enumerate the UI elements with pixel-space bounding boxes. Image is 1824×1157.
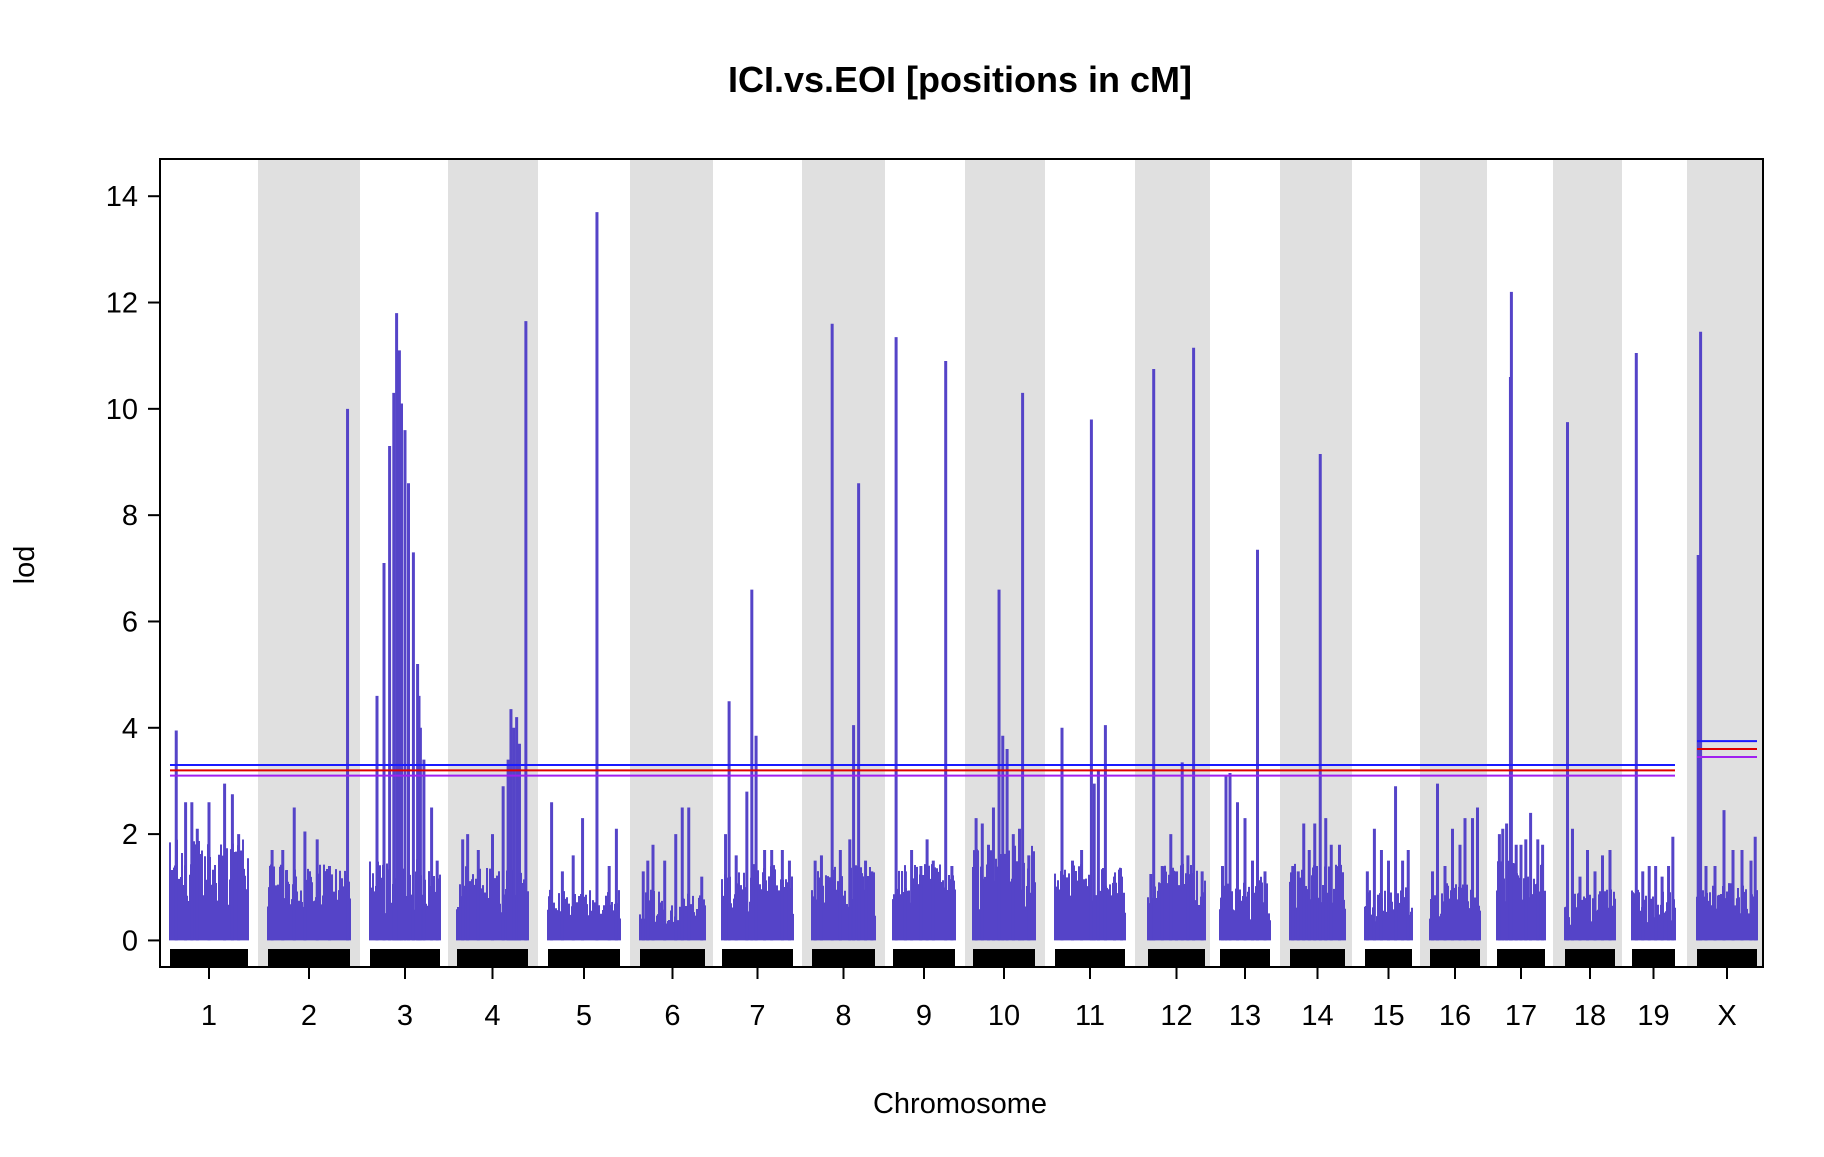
chromosome-series-X — [1696, 331, 1758, 941]
x-tick-label: 19 — [1637, 1000, 1669, 1032]
y-tick-label: 14 — [106, 181, 138, 213]
y-axis-label: lod — [9, 546, 41, 585]
x-tick-label: 1 — [201, 1000, 217, 1032]
x-tick-label: 7 — [749, 1000, 765, 1032]
y-tick-label: 0 — [122, 925, 138, 957]
chromosome-series-2 — [267, 408, 351, 941]
marker-rug-segment — [1497, 949, 1545, 967]
x-tick-label: 11 — [1075, 1000, 1105, 1032]
x-tick-label: 15 — [1372, 1000, 1404, 1032]
marker-rug-segment — [268, 949, 350, 967]
x-tick-label: 5 — [576, 1000, 592, 1032]
chromosome-band — [965, 159, 1045, 967]
chromosome-series-6 — [639, 807, 706, 941]
chart-title: ICI.vs.EOI [positions in cM] — [728, 59, 1192, 100]
y-tick-label: 10 — [106, 394, 138, 426]
chromosome-series-18 — [1564, 422, 1616, 941]
x-tick-label: 4 — [484, 1000, 500, 1032]
chromosome-band — [1553, 159, 1622, 967]
x-tick-label: 14 — [1301, 1000, 1333, 1032]
marker-rug-segment — [812, 949, 875, 967]
x-tick-label: 16 — [1439, 1000, 1471, 1032]
chromosome-series-13 — [1219, 549, 1271, 941]
x-tick-label: 9 — [916, 1000, 932, 1032]
marker-rug-segment — [640, 949, 705, 967]
marker-rug-segment — [1290, 949, 1345, 967]
x-tick-label: 13 — [1229, 1000, 1261, 1032]
chromosome-series-16 — [1429, 783, 1481, 941]
marker-rug-segment — [1632, 949, 1675, 967]
significance-thresholds — [170, 740, 1757, 777]
marker-rug-segment — [1565, 949, 1615, 967]
chromosome-series-11 — [1054, 419, 1126, 941]
marker-rug-segment — [1220, 949, 1270, 967]
marker-rug — [170, 949, 1757, 967]
marker-rug-segment — [370, 949, 440, 967]
x-tick-label: 12 — [1160, 1000, 1192, 1032]
marker-rug-segment — [548, 949, 620, 967]
chromosome-band — [448, 159, 538, 967]
chromosome-band — [258, 159, 360, 967]
marker-rug-segment — [722, 949, 793, 967]
y-tick-label: 2 — [122, 819, 138, 851]
chromosome-series-5 — [547, 212, 621, 941]
chromosome-series-14 — [1289, 454, 1346, 941]
x-axis-label: Chromosome — [873, 1088, 1047, 1120]
x-tick-label: 8 — [835, 1000, 851, 1032]
chromosome-band — [630, 159, 713, 967]
x-tick-label: 2 — [301, 1000, 317, 1032]
chromosome-series-9 — [892, 337, 956, 941]
x-tick-label: 17 — [1505, 1000, 1537, 1032]
chromosome-band — [802, 159, 885, 967]
marker-rug-segment — [457, 949, 528, 967]
chromosome-series-15 — [1364, 786, 1413, 941]
x-tick-label: X — [1717, 1000, 1736, 1032]
x-tick-label: 3 — [397, 1000, 413, 1032]
lod-series — [169, 212, 1758, 941]
x-tick-label: 6 — [664, 1000, 680, 1032]
chromosome-series-17 — [1496, 291, 1546, 941]
chromosome-band — [1135, 159, 1210, 967]
y-tick-label: 8 — [122, 500, 138, 532]
marker-rug-segment — [1697, 949, 1757, 967]
marker-rug-segment — [1055, 949, 1125, 967]
chromosome-series-1 — [169, 730, 249, 941]
marker-rug-segment — [1430, 949, 1480, 967]
y-tick-label: 4 — [122, 713, 138, 745]
marker-rug-segment — [170, 949, 248, 967]
marker-rug-segment — [1148, 949, 1205, 967]
chromosome-series-4 — [456, 321, 529, 941]
marker-rug-segment — [973, 949, 1035, 967]
chromosome-series-3 — [369, 313, 441, 941]
marker-rug-segment — [893, 949, 955, 967]
chromosome-series-8 — [811, 323, 876, 941]
x-tick-label: 18 — [1574, 1000, 1606, 1032]
chromosome-series-19 — [1631, 353, 1676, 941]
marker-rug-segment — [1365, 949, 1412, 967]
plot-frame — [159, 158, 1764, 968]
y-tick-label: 12 — [106, 288, 138, 320]
x-tick-label: 10 — [988, 1000, 1020, 1032]
y-tick-label: 6 — [122, 606, 138, 638]
chromosome-series-12 — [1147, 347, 1206, 941]
